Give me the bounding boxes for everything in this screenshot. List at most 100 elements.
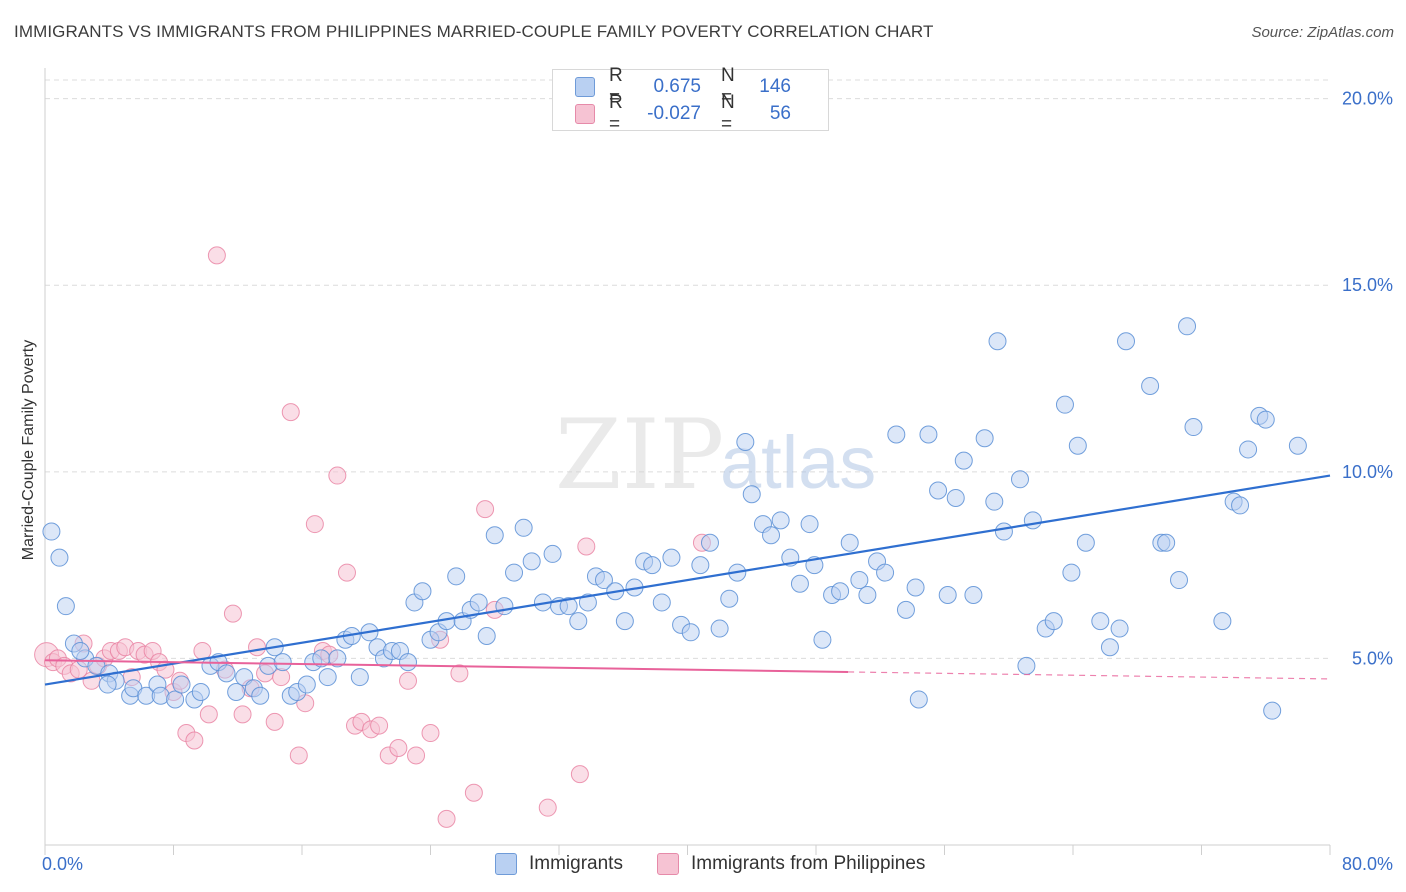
philippines-trendline-extension (848, 671, 1331, 680)
immigrants-point (50, 548, 69, 567)
immigrants-point (1055, 395, 1074, 414)
legend-r-label: R = (609, 92, 623, 135)
immigrants-point (172, 675, 191, 694)
immigrants-point (469, 593, 488, 612)
immigrants-point (251, 686, 270, 705)
immigrants-point (742, 485, 761, 504)
immigrants-point (1017, 656, 1036, 675)
legend-correlation: R = 0.675 N = 146 R = -0.027 N = 56 (552, 65, 829, 135)
philippines-point (538, 798, 557, 817)
source-label: Source: ZipAtlas.com (1251, 24, 1394, 41)
immigrants-point (1044, 612, 1063, 631)
legend-item-immigrants[interactable]: Immigrants (495, 853, 623, 875)
immigrants-point (297, 675, 316, 694)
philippines-point (370, 716, 389, 735)
legend-swatch-pink (575, 104, 595, 124)
immigrants-point (495, 597, 514, 616)
immigrants-point (447, 567, 466, 586)
immigrants-point (505, 563, 524, 582)
philippines-point (207, 246, 226, 265)
immigrants-point (887, 425, 906, 444)
legend-item-philippines[interactable]: Immigrants from Philippines (656, 853, 925, 875)
legend-r-value: 0.675 (653, 76, 701, 97)
x-tick-label: 0.0% (42, 854, 83, 874)
immigrants-point (929, 481, 948, 500)
immigrants-point (652, 593, 671, 612)
watermark: ZIP atlas (555, 399, 876, 511)
philippines-point (185, 731, 204, 750)
immigrants-point (985, 492, 1004, 511)
immigrants-point (191, 683, 210, 701)
immigrants-point (1288, 436, 1307, 455)
x-tick-label: 80.0% (1342, 854, 1393, 874)
immigrants-point (1256, 410, 1275, 429)
immigrants-point (1178, 317, 1197, 336)
philippines-point (233, 705, 252, 724)
philippines-point (337, 563, 356, 582)
philippines-point (464, 783, 483, 802)
immigrants-point (514, 518, 533, 537)
watermark-zip: ZIP (555, 399, 724, 511)
legend-row-immigrants: R = 0.675 N = 146 (575, 65, 791, 108)
y-tick-label: 20.0% (1342, 89, 1393, 109)
immigrants-point (681, 623, 700, 642)
immigrants-point (994, 522, 1013, 541)
immigrants-point (876, 563, 895, 582)
immigrants-point (700, 533, 719, 552)
legend-n-label: N = (721, 65, 735, 108)
immigrants-point (1110, 619, 1129, 638)
immigrants-point (662, 548, 681, 567)
philippines-point (450, 664, 469, 683)
immigrants-point (71, 641, 90, 660)
philippines-point (399, 671, 418, 690)
immigrants-point (98, 675, 117, 694)
philippines-point (389, 738, 408, 757)
immigrants-point (1170, 571, 1189, 590)
legend-r-value: -0.027 (647, 103, 701, 124)
immigrants-point (413, 582, 432, 601)
immigrants-point (813, 630, 832, 649)
immigrants-point (594, 571, 613, 590)
immigrants-point (840, 533, 859, 552)
philippines-point (289, 746, 308, 765)
philippines-point (305, 515, 324, 534)
tick-label-layer: 5.0% 10.0% 15.0% 20.0% 0.0% 80.0% (42, 89, 1393, 874)
immigrants-points (42, 317, 1307, 720)
immigrants-point (578, 593, 597, 612)
immigrants-point (1239, 440, 1258, 459)
legend-swatch-blue (575, 77, 595, 97)
immigrants-point (919, 425, 938, 444)
immigrants-point (1023, 511, 1042, 530)
immigrants-point (720, 589, 739, 608)
immigrants-point (56, 597, 75, 616)
immigrants-point (1076, 533, 1095, 552)
immigrants-point (273, 653, 292, 672)
philippines-point (265, 712, 284, 731)
legend-n-label: N = (721, 92, 735, 135)
immigrants-point (477, 627, 496, 646)
immigrants-point (762, 526, 781, 545)
philippines-point (577, 537, 596, 556)
immigrants-point (643, 556, 662, 575)
immigrants-point (1100, 638, 1119, 657)
legend-swatch-blue (495, 853, 517, 875)
legend-r-label: R = (609, 65, 623, 108)
immigrants-point (328, 649, 347, 668)
immigrants-point (1231, 496, 1250, 515)
philippines-point (476, 500, 495, 519)
immigrants-point (1062, 563, 1081, 582)
immigrants-point (938, 585, 957, 604)
philippines-points (34, 246, 711, 828)
immigrants-point (318, 668, 337, 687)
immigrants-point (691, 556, 710, 575)
immigrants-point (485, 526, 504, 545)
immigrants-point (350, 668, 369, 687)
legend-row-philippines: R = -0.027 N = 56 (575, 92, 791, 135)
philippines-point (248, 638, 267, 657)
immigrants-point (909, 690, 928, 709)
immigrants-point (399, 653, 418, 672)
legend-n-value: 146 (759, 76, 791, 97)
philippines-point (421, 724, 440, 743)
philippines-trendline (44, 659, 849, 673)
